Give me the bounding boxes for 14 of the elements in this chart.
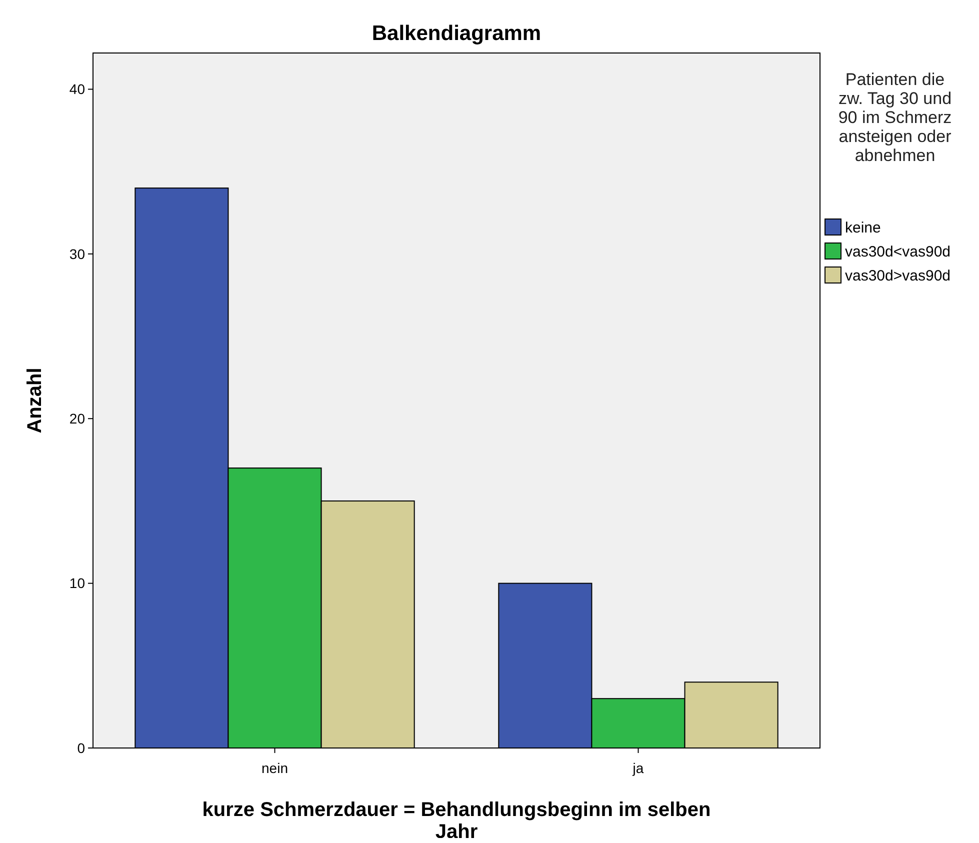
y-tick-label: 20 xyxy=(69,410,86,427)
y-axis-title: Anzahl xyxy=(24,368,46,434)
y-tick-label: 0 xyxy=(77,740,86,756)
x-tick-label: ja xyxy=(632,760,644,776)
y-tick-label: 30 xyxy=(69,246,86,262)
legend-title: Patienten die zw. Tag 30 und 90 im Schmerz ansteigen oder abnehmen xyxy=(838,70,952,165)
chart-title: Balkendiagramm xyxy=(372,22,542,45)
y-tick-label: 10 xyxy=(69,575,86,592)
legend-label: keine xyxy=(845,219,881,236)
x-axis-title: kurze Schmerzdauer = Behandlungsbeginn im selben Jahr xyxy=(202,799,711,843)
legend-label: vas30d<vas90d xyxy=(845,243,950,260)
legend-label: vas30d>vas90d xyxy=(845,267,950,284)
x-tick-label: nein xyxy=(262,760,288,776)
y-tick-label: 40 xyxy=(69,81,86,98)
